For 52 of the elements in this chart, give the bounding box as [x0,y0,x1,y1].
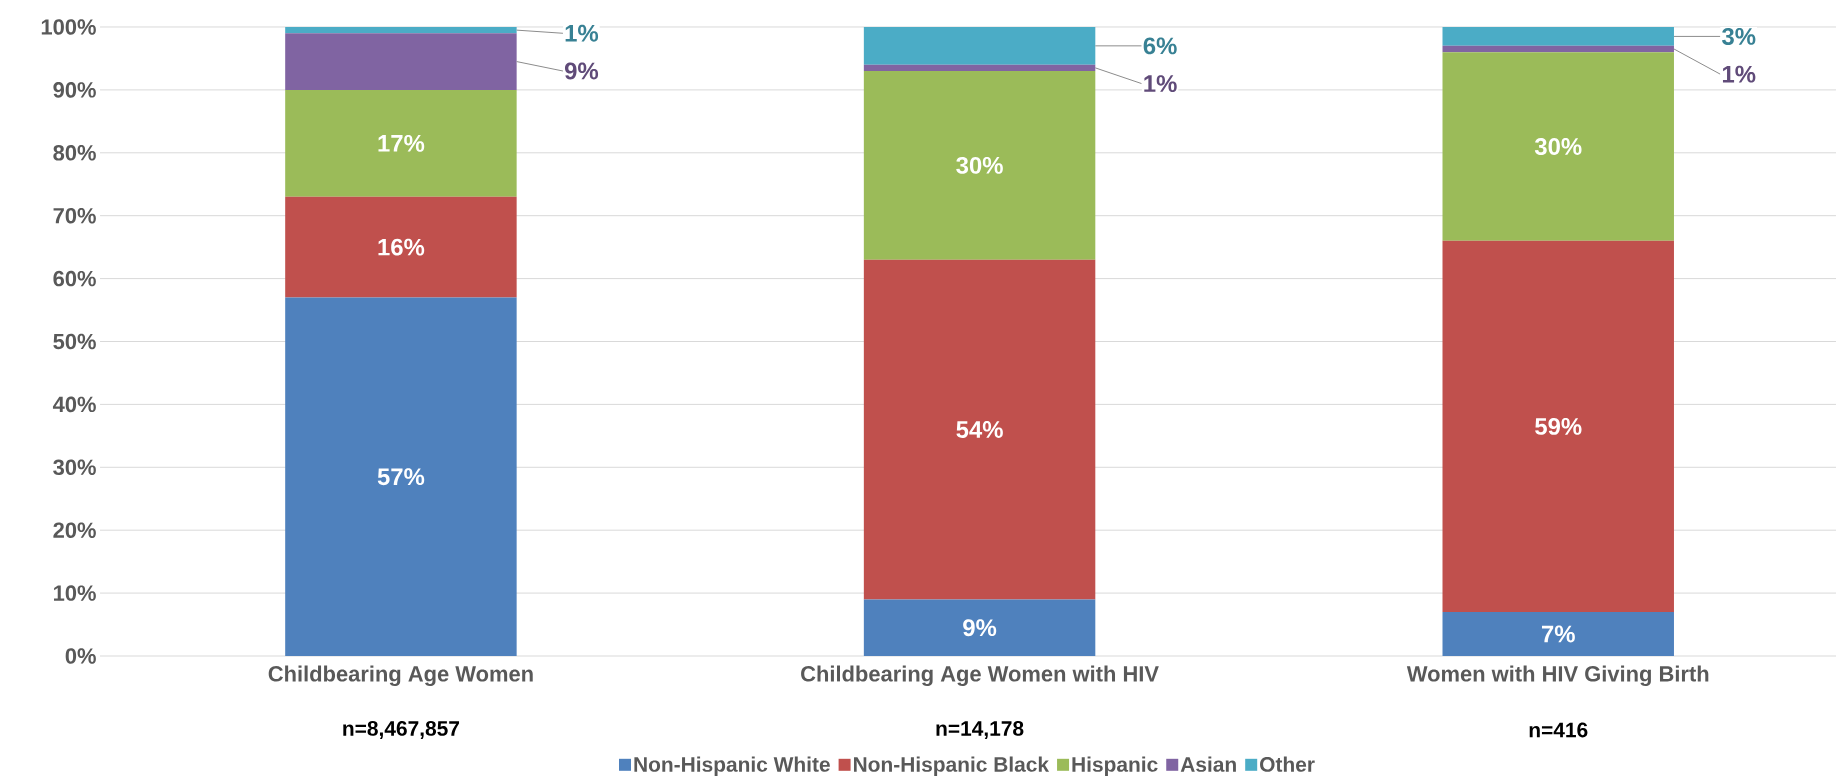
y-tick-label: 30% [53,459,96,476]
x-tick-label: Childbearing Age Women with HIV [801,665,1159,687]
bar [285,26,517,34]
text: n=8,467,857 [343,721,460,739]
y-tick-label: 60% [53,270,96,287]
data-label: 3% [1722,27,1756,45]
bar [863,26,1096,65]
y-tick-label: 80% [53,145,96,161]
bar [863,599,1096,656]
data-label: 30% [1534,138,1582,155]
bar [863,71,1096,260]
legend-label: Non-Hispanic Black [853,756,1050,776]
bar [285,33,517,90]
y-tick-label: 100% [41,19,96,35]
bar [285,297,517,656]
data-label: 6% [1143,37,1177,55]
bar [1442,45,1674,53]
y-tick-label: 20% [53,522,96,538]
bar [1442,26,1674,46]
bar [285,89,517,197]
bar [863,64,1096,72]
data-label: 1% [1722,65,1756,83]
data-label: 57% [377,468,425,486]
y-tick-label: 50% [53,333,96,350]
bar [1442,240,1674,612]
data-label: 54% [956,421,1003,438]
legend-label: Other [1260,756,1315,772]
text: n=416 [1529,722,1588,738]
data-label: 9% [963,619,997,637]
data-label: 30% [956,156,1003,174]
data-label: 7% [1541,625,1575,643]
legend-label: Non-Hispanic White [634,756,830,776]
x-tick-label: Childbearing Age Women [268,665,533,687]
y-tick-label: 40% [52,396,96,413]
x-tick-label: Women with HIV Giving Birth [1406,665,1709,687]
y-tick-label: 0% [65,648,96,664]
data-label: 9% [564,62,599,80]
legend-label: Hispanic [1072,756,1158,776]
bar [863,259,1096,600]
bar [1442,611,1674,656]
data-label: 1% [565,24,599,42]
bar [1442,52,1674,241]
data-label: 17% [378,134,425,152]
y-tick-label: 70% [53,207,96,224]
y-tick-label: 90% [53,82,96,98]
data-label: 59% [1535,417,1582,435]
legend-label: Asian [1180,756,1236,772]
text: n=14,178 [936,721,1024,739]
bar [285,196,517,298]
y-tick-label: 10% [54,585,96,601]
data-label: 16% [378,238,425,256]
data-label: 1% [1144,75,1177,93]
